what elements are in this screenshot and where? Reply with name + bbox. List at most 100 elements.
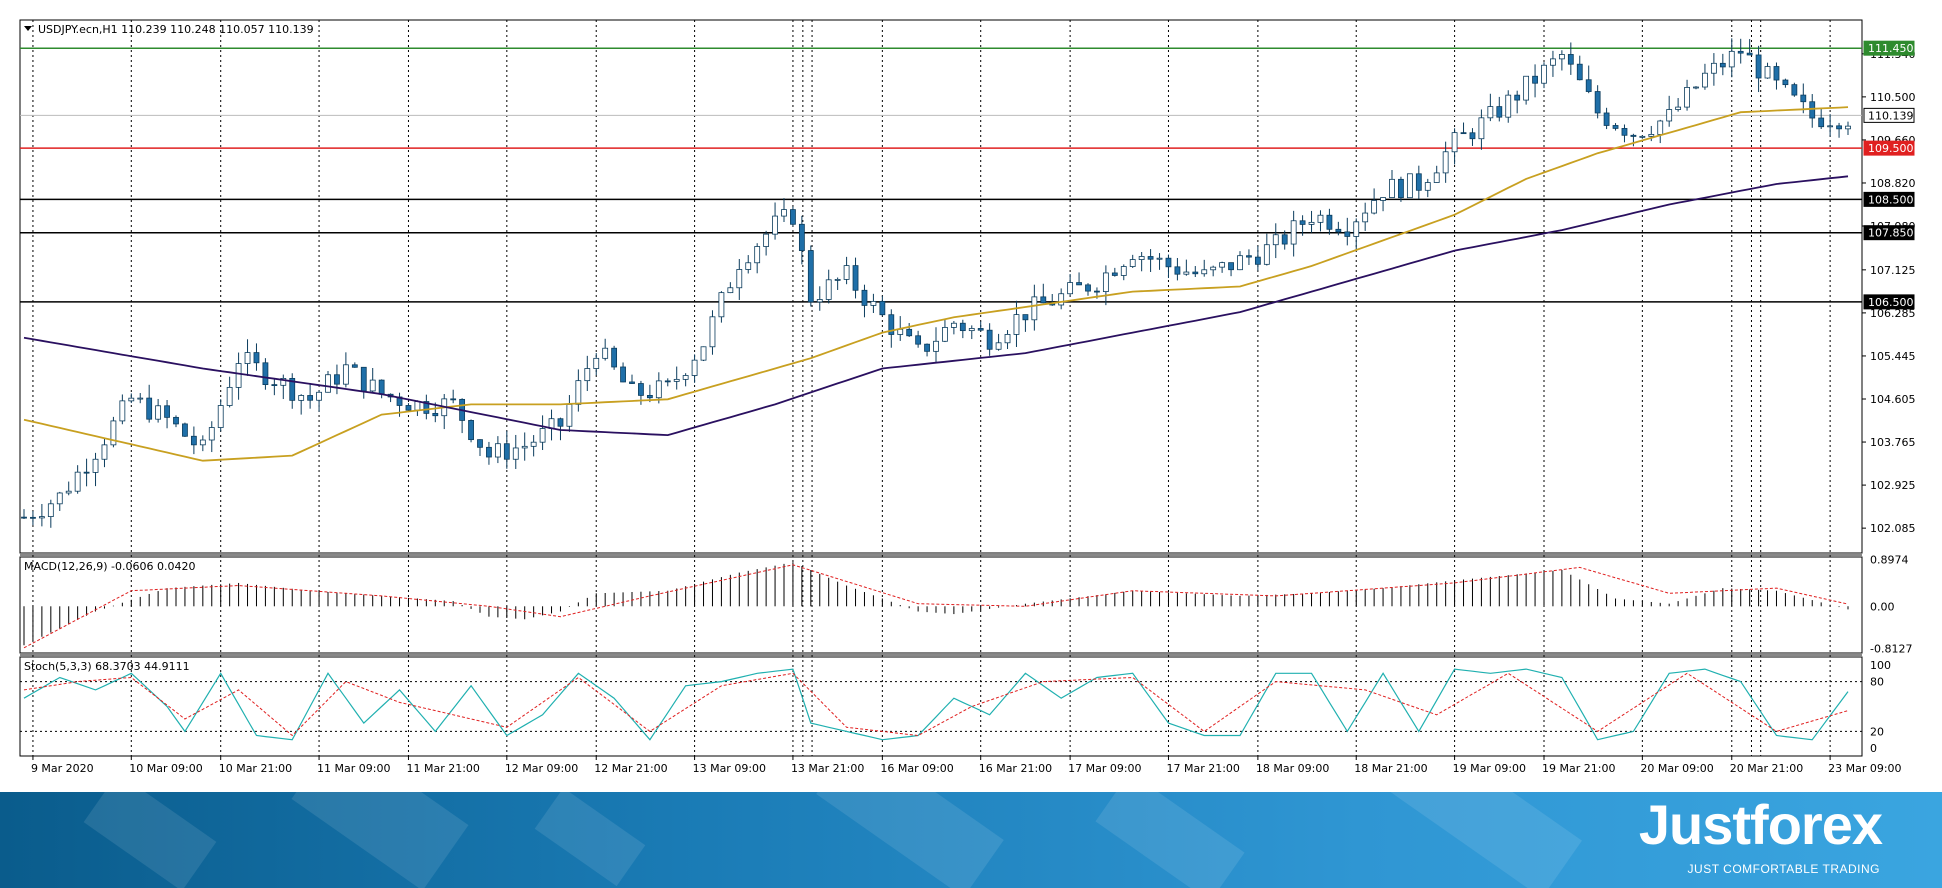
y-tick-label: 102.925 [1870, 479, 1916, 492]
candle-up [342, 364, 349, 385]
level-label-107.850: 107.850 [1868, 227, 1914, 240]
candle-up [1004, 334, 1011, 344]
brand-decor-shape [534, 792, 646, 887]
x-tick-label: 18 Mar 21:00 [1354, 762, 1427, 775]
candle-up [834, 279, 841, 281]
stoch-label: Stoch(5,3,3) 68.3703 44.9111 [24, 660, 190, 673]
stoch-signal-line [23, 672, 1849, 737]
candle-up [38, 516, 45, 519]
candle-down [986, 329, 993, 350]
candle-up [92, 458, 99, 473]
x-tick-label: 17 Mar 21:00 [1166, 762, 1239, 775]
justforex-logo: Justforex [1638, 793, 1883, 856]
candle-down [432, 412, 439, 417]
main-pane [19, 19, 1863, 554]
x-tick-label: 20 Mar 09:00 [1640, 762, 1713, 775]
candle-down [557, 418, 564, 427]
level-tag-110.139 [1863, 107, 1915, 123]
candle-up [700, 346, 707, 361]
candle-up [950, 322, 957, 328]
candle-up [1272, 234, 1279, 246]
candle-up [1058, 293, 1065, 306]
candle-down [182, 423, 188, 437]
candle-up [1210, 266, 1217, 271]
stoch-y-tick-label: 100 [1870, 659, 1891, 672]
candle-up [602, 347, 609, 359]
candle-up [414, 401, 421, 411]
candle-down [1496, 106, 1503, 118]
candle-down [798, 223, 805, 251]
candle-down [611, 347, 618, 368]
candle-down [629, 381, 635, 384]
candle-up [1371, 200, 1378, 214]
candle-down [1344, 231, 1351, 237]
candle-up [1031, 296, 1038, 321]
level-label-109.500: 109.500 [1868, 142, 1914, 155]
candle-up [217, 405, 224, 428]
chart-header-label: USDJPY.ecn,H1 110.239 110.248 110.057 11… [38, 23, 314, 36]
candle-up [1451, 132, 1458, 153]
candle-down [1621, 128, 1628, 136]
stoch-y-tick-label: 80 [1870, 676, 1884, 689]
candle-up [1505, 94, 1512, 118]
candle-up [1845, 125, 1851, 130]
x-tick-label: 16 Mar 09:00 [880, 762, 953, 775]
x-tick-label: 20 Mar 21:00 [1730, 762, 1803, 775]
level-label-111.450: 111.450 [1868, 42, 1914, 55]
candle-up [110, 420, 117, 446]
candle-up [1120, 266, 1127, 276]
candle-down [1818, 117, 1825, 128]
candle-down [1809, 101, 1816, 119]
level-tag-109.500 [1863, 140, 1915, 156]
candle-up [745, 262, 752, 270]
candle-up [1237, 255, 1243, 271]
candle-up [843, 265, 850, 280]
candle-down [1585, 79, 1592, 92]
level-tag-111.450 [1863, 40, 1915, 56]
candle-down [1719, 62, 1726, 68]
candle-down [638, 383, 644, 396]
candle-down [307, 395, 314, 401]
candle-down [1782, 79, 1789, 86]
candle-down [1022, 314, 1029, 321]
candle-up [101, 444, 108, 460]
candle-down [906, 328, 913, 337]
candle-down [1165, 257, 1172, 268]
candle-down [879, 300, 886, 316]
candle-down [790, 209, 796, 225]
candle-down [1791, 84, 1798, 96]
stoch-y-tick-label: 0 [1870, 742, 1877, 755]
x-tick-label: 18 Mar 09:00 [1256, 762, 1329, 775]
candle-up [137, 397, 144, 400]
candle-down [1085, 284, 1091, 292]
candle-down [1398, 178, 1404, 199]
candle-up [1317, 214, 1324, 223]
level-tag-106.500 [1863, 294, 1915, 310]
candle-down [190, 435, 197, 446]
y-tick-label: 106.285 [1870, 307, 1916, 320]
candle-down [253, 352, 260, 364]
candle-down [423, 401, 430, 414]
candle-up [1362, 212, 1369, 223]
x-tick-label: 10 Mar 09:00 [129, 762, 202, 775]
candle-up [369, 379, 376, 392]
candle-down [664, 380, 671, 383]
candle-down [1076, 282, 1082, 286]
candle-up [709, 316, 716, 348]
candle-up [1666, 109, 1673, 122]
candle-down [503, 443, 510, 460]
x-tick-label: 11 Mar 21:00 [406, 762, 479, 775]
candle-down [1603, 112, 1610, 126]
chart-canvas[interactable]: 111.340110.500109.660108.820107.980107.1… [0, 0, 1942, 792]
candle-up [1389, 178, 1395, 198]
candle-up [47, 503, 54, 517]
brand-decor-shape [1095, 792, 1245, 888]
candle-up [736, 269, 743, 289]
candle-up [1710, 62, 1717, 74]
candle-down [334, 374, 340, 385]
candle-up [530, 441, 537, 447]
candle-up [968, 328, 975, 332]
candle-down [1174, 266, 1181, 275]
y-tick-label: 103.765 [1870, 436, 1916, 449]
